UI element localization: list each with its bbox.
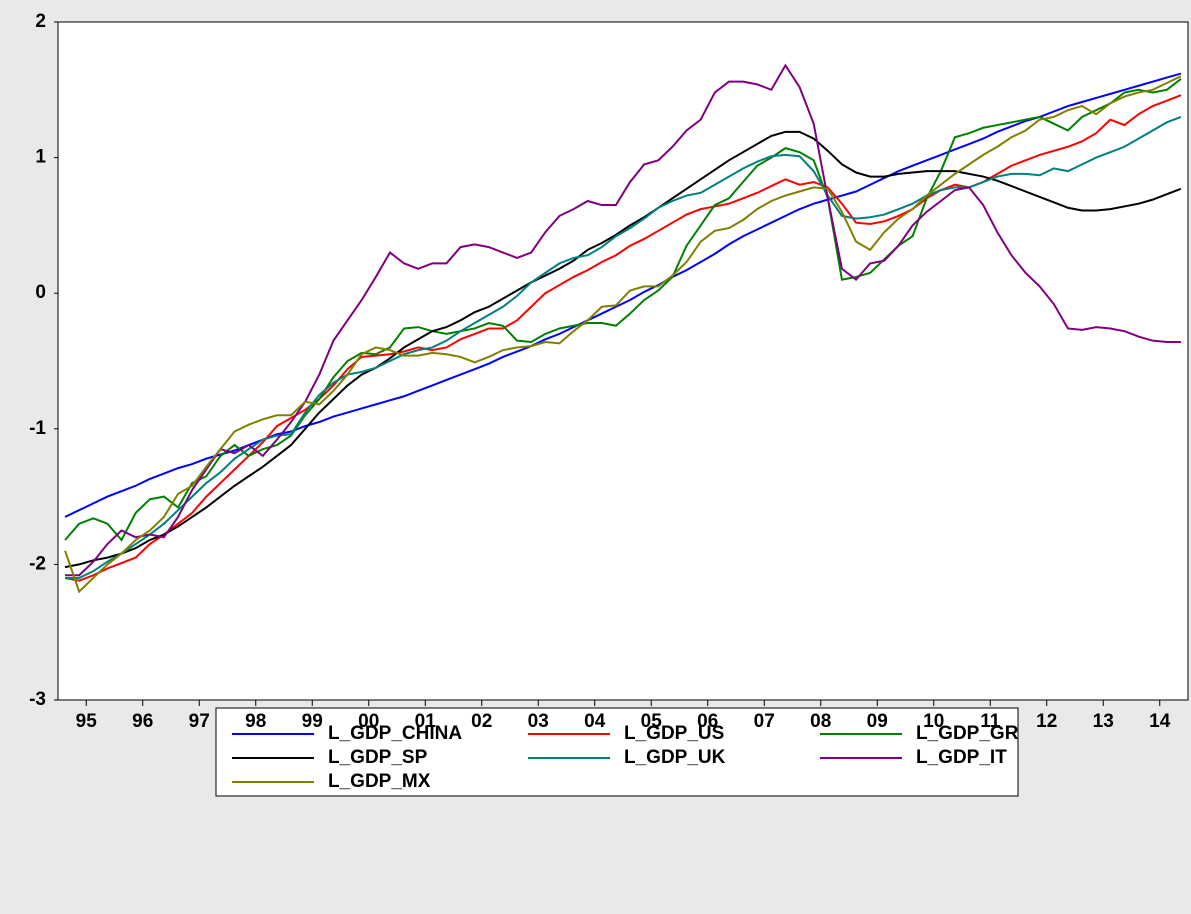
x-tick-label: 03 <box>528 711 549 732</box>
x-tick-label: 06 <box>697 711 718 732</box>
y-tick-label: 2 <box>35 11 46 32</box>
x-tick-label: 10 <box>923 711 944 732</box>
x-tick-label: 09 <box>867 711 888 732</box>
x-tick-label: 00 <box>358 711 379 732</box>
x-tick-label: 12 <box>1036 711 1057 732</box>
legend-label: L_GDP_US <box>624 723 724 744</box>
x-tick-label: 97 <box>189 711 210 732</box>
legend-label: L_GDP_IT <box>916 747 1007 768</box>
legend-label: L_GDP_SP <box>328 747 428 768</box>
y-tick-label: -2 <box>29 553 46 574</box>
y-tick-label: -1 <box>29 418 46 439</box>
series-line <box>64 130 1182 569</box>
plot-area <box>57 21 1189 701</box>
y-tick-label: 0 <box>35 282 46 303</box>
legend-label: L_GDP_CHINA <box>328 723 462 744</box>
y-tick-label: 1 <box>35 147 46 168</box>
x-tick-label: 05 <box>641 711 663 732</box>
x-tick-label: 95 <box>76 711 98 732</box>
x-tick-label: 96 <box>132 711 153 732</box>
x-tick-label: 07 <box>754 711 775 732</box>
legend-label: L_GDP_GR <box>916 723 1019 744</box>
x-tick-label: 02 <box>471 711 492 732</box>
x-tick-label: 98 <box>245 711 266 732</box>
y-tick-label: -3 <box>29 689 46 710</box>
x-tick-label: 08 <box>810 711 831 732</box>
series-line <box>64 78 1182 542</box>
x-tick-label: 04 <box>584 711 606 732</box>
x-tick-label: 01 <box>415 711 437 732</box>
x-tick-label: 99 <box>302 711 323 732</box>
x-tick-label: 11 <box>980 711 1001 732</box>
series-line <box>64 75 1182 594</box>
series-line <box>64 94 1182 582</box>
legend-label: L_GDP_UK <box>624 747 726 768</box>
legend-box <box>215 707 1019 797</box>
x-tick-label: 13 <box>1093 711 1114 732</box>
legend-label: L_GDP_MX <box>328 771 431 792</box>
series-line <box>65 63 1181 577</box>
series-line <box>64 72 1182 518</box>
x-tick-label: 14 <box>1149 711 1171 732</box>
